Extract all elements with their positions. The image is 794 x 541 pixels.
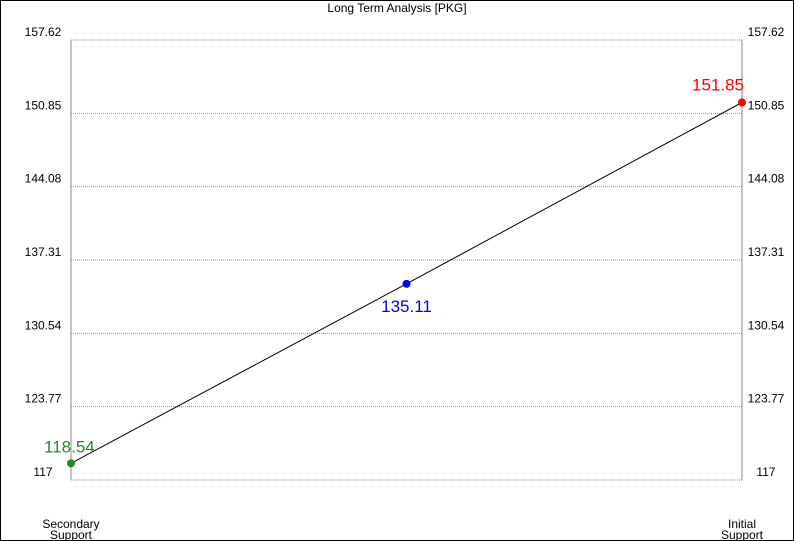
- y-tick-label-right: 144.08: [748, 172, 785, 186]
- y-tick-label-right: 123.77: [748, 392, 785, 406]
- data-point: [402, 279, 411, 288]
- y-tick-label-right: 137.31: [748, 245, 785, 259]
- y-tick-label-right: 130.54: [748, 318, 785, 332]
- y-tick-label-left: 123.77: [25, 392, 62, 406]
- y-tick-label-right: 117: [756, 465, 775, 479]
- chart-title: Long Term Analysis [PKG]: [327, 1, 466, 15]
- y-tick-label-left: 150.85: [25, 98, 62, 112]
- x-category-label: Secondary: [42, 517, 99, 531]
- y-tick-label-left: 144.08: [25, 172, 62, 186]
- y-tick-label-left: 137.31: [25, 245, 62, 259]
- x-category-label: Support: [721, 528, 764, 540]
- y-tick-label-left: 130.54: [25, 318, 62, 332]
- data-label: 118.54: [44, 437, 95, 456]
- data-label: 135.11: [381, 297, 432, 316]
- y-tick-label-right: 150.85: [748, 98, 785, 112]
- x-category-label: Support: [50, 528, 93, 540]
- data-point: [738, 98, 746, 107]
- x-category-label: Initial: [728, 517, 756, 531]
- y-tick-label-left: 117: [33, 465, 52, 479]
- y-tick-label-right: 157.62: [748, 25, 785, 39]
- data-point: [67, 459, 75, 468]
- y-tick-label-left: 157.62: [25, 25, 62, 39]
- data-label: 151.85: [692, 76, 744, 95]
